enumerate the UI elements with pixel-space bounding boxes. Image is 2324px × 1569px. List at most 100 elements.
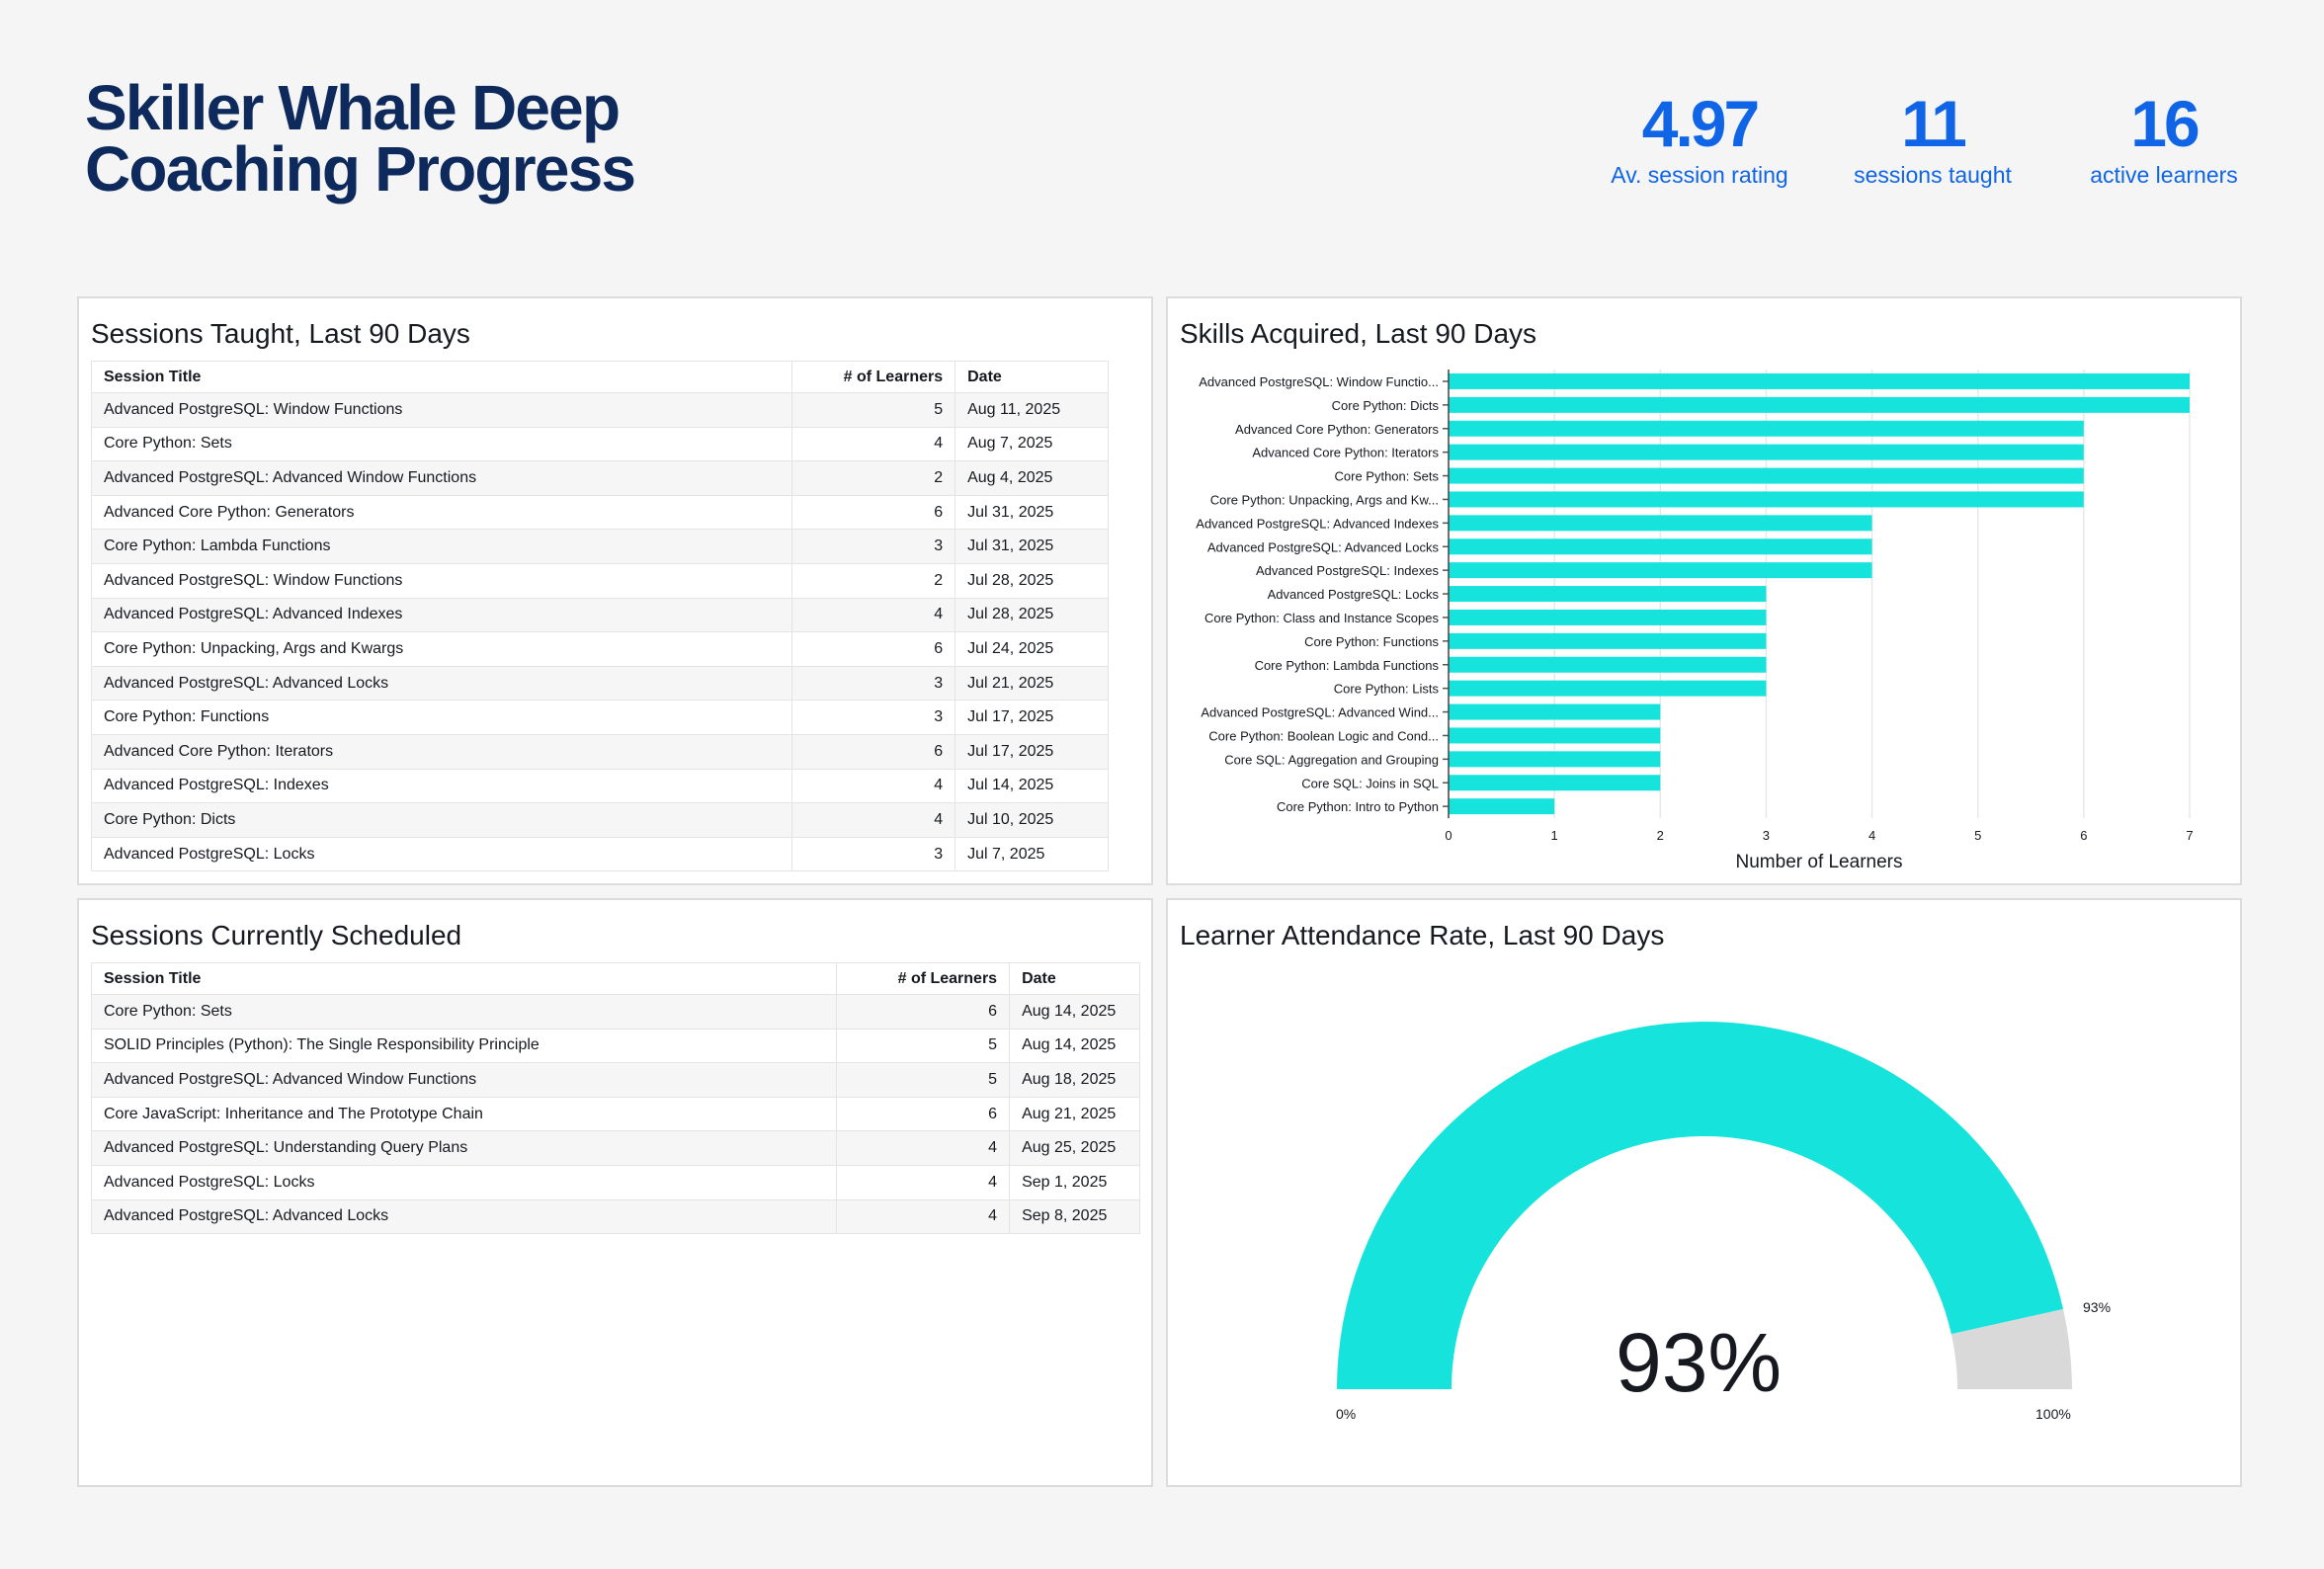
- bar[interactable]: [1449, 515, 1872, 532]
- skills-bar-chart: 0 1 2 3 4 5 6 7 Advanced PostgreSQL: Window Func…: [1196, 370, 2194, 872]
- table-row[interactable]: Advanced PostgreSQL: Locks 4 Sep 1, 2025: [90, 1164, 1140, 1200]
- cell-session-title: Core Python: Sets: [90, 994, 838, 1030]
- bar[interactable]: [1449, 609, 1767, 625]
- category-label: Advanced PostgreSQL: Window Functio...: [1199, 374, 1439, 389]
- table-row[interactable]: Advanced PostgreSQL: Advanced Window Fun…: [90, 460, 1109, 496]
- bar[interactable]: [1449, 680, 1767, 697]
- bar[interactable]: [1449, 372, 2190, 389]
- cell-date: Aug 4, 2025: [954, 460, 1109, 496]
- x-tick-label: 7: [2186, 828, 2193, 843]
- cell-session-title: Advanced PostgreSQL: Indexes: [90, 768, 793, 804]
- bar[interactable]: [1449, 586, 1767, 603]
- table-row[interactable]: Advanced PostgreSQL: Window Functions 2 Ju…: [90, 562, 1109, 599]
- cell-date: Sep 1, 2025: [1009, 1164, 1140, 1200]
- column-header-title[interactable]: Session Title: [90, 962, 838, 995]
- bar[interactable]: [1449, 727, 1661, 744]
- gauge-min-label: 0%: [1336, 1406, 1357, 1422]
- sessions-scheduled-table: Session Title # of Learners Date Core Py…: [90, 962, 1140, 1235]
- cell-date: Jul 21, 2025: [954, 665, 1109, 702]
- cell-session-title: Core Python: Unpacking, Args and Kwargs: [90, 631, 793, 667]
- category-label: Core Python: Functions: [1304, 634, 1439, 649]
- table-row[interactable]: SOLID Principles (Python): The Single Re…: [90, 1028, 1140, 1064]
- bar[interactable]: [1449, 420, 2084, 437]
- column-header-title[interactable]: Session Title: [90, 361, 793, 393]
- bar[interactable]: [1449, 491, 2084, 508]
- cell-session-title: Advanced PostgreSQL: Locks: [90, 836, 793, 872]
- table-row[interactable]: Advanced PostgreSQL: Window Functions 5 Au…: [90, 392, 1109, 428]
- cell-learners: 2: [791, 460, 956, 496]
- cell-learners: 5: [791, 392, 956, 428]
- column-header-date[interactable]: Date: [1009, 962, 1140, 995]
- attendance-title: Learner Attendance Rate, Last 90 Days: [1180, 920, 1665, 950]
- column-header-learners[interactable]: # of Learners: [836, 962, 1011, 995]
- sessions-scheduled-title: Sessions Currently Scheduled: [91, 920, 462, 950]
- column-header-date[interactable]: Date: [954, 361, 1109, 393]
- cell-date: Aug 14, 2025: [1009, 994, 1140, 1030]
- cell-date: Aug 11, 2025: [954, 392, 1109, 428]
- table-row[interactable]: Core Python: Sets 4 Aug 7, 2025: [90, 426, 1109, 462]
- cell-date: Jul 14, 2025: [954, 768, 1109, 804]
- category-label: Core Python: Unpacking, Args and Kw...: [1210, 492, 1439, 507]
- table-row[interactable]: Advanced PostgreSQL: Advanced Locks 4 Sep …: [90, 1198, 1140, 1235]
- table-row[interactable]: Core Python: Functions 3 Jul 17, 2025: [90, 700, 1109, 735]
- table-row[interactable]: Advanced PostgreSQL: Locks 3 Jul 7, 2025: [90, 836, 1109, 872]
- table-row[interactable]: Core JavaScript: Inheritance and The Pro…: [90, 1096, 1140, 1132]
- table-row[interactable]: Core Python: Unpacking, Args and Kwargs 6…: [90, 631, 1109, 667]
- bar[interactable]: [1449, 562, 1872, 579]
- column-header-learners[interactable]: # of Learners: [791, 361, 956, 393]
- cell-session-title: Core Python: Functions: [90, 700, 793, 735]
- category-label: Core Python: Lists: [1334, 682, 1440, 697]
- cell-date: Jul 28, 2025: [954, 597, 1109, 633]
- category-label: Advanced PostgreSQL: Advanced Indexes: [1196, 516, 1439, 531]
- kpi-rating-value: 4.97: [1641, 87, 1760, 160]
- cell-session-title: Advanced PostgreSQL: Advanced Indexes: [90, 597, 793, 633]
- page-title: Skiller Whale Deep Coaching Progress: [85, 72, 636, 205]
- table-row[interactable]: Advanced PostgreSQL: Advanced Window Fun…: [90, 1062, 1140, 1098]
- gauge-marker-label: 93%: [2083, 1299, 2112, 1315]
- table-row[interactable]: Advanced PostgreSQL: Advanced Locks 3 Jul …: [90, 665, 1109, 702]
- cell-session-title: Advanced PostgreSQL: Understanding Query…: [90, 1130, 838, 1166]
- bar[interactable]: [1449, 751, 1661, 768]
- table-row[interactable]: Core Python: Dicts 4 Jul 10, 2025: [90, 802, 1109, 838]
- bar[interactable]: [1449, 703, 1661, 720]
- cell-learners: 4: [791, 597, 956, 633]
- bar[interactable]: [1449, 656, 1767, 673]
- x-tick-label: 1: [1551, 828, 1558, 843]
- bar[interactable]: [1449, 538, 1872, 555]
- kpi-learners-value: 16: [2130, 87, 2200, 160]
- bar[interactable]: [1449, 775, 1661, 791]
- cell-date: Jul 17, 2025: [954, 700, 1109, 735]
- bar[interactable]: [1449, 798, 1555, 815]
- table-row[interactable]: Advanced PostgreSQL: Understanding Query…: [90, 1130, 1140, 1166]
- table-header-row: Session Title # of Learners Date: [90, 962, 1140, 995]
- table-row[interactable]: Advanced Core Python: Generators 6 Jul 31,…: [90, 494, 1109, 531]
- cell-learners: 4: [836, 1198, 1011, 1235]
- sessions-taught-title: Sessions Taught, Last 90 Days: [91, 318, 470, 349]
- cell-session-title: Core Python: Sets: [90, 426, 793, 462]
- kpi-learners: 16 active learners: [2045, 89, 2282, 189]
- cell-date: Jul 7, 2025: [954, 836, 1109, 872]
- cell-learners: 4: [836, 1164, 1011, 1200]
- kpi-learners-label: active learners: [2090, 162, 2238, 188]
- x-axis-label: Number of Learners: [1736, 852, 1903, 872]
- table-row[interactable]: Advanced Core Python: Iterators 6 Jul 17, …: [90, 733, 1109, 770]
- kpi-sessions-label: sessions taught: [1854, 162, 2012, 188]
- cell-learners: 3: [791, 665, 956, 702]
- table-row[interactable]: Advanced PostgreSQL: Indexes 4 Jul 14, 202…: [90, 768, 1109, 804]
- table-row[interactable]: Core Python: Sets 6 Aug 14, 2025: [90, 994, 1140, 1030]
- table-row[interactable]: Advanced PostgreSQL: Advanced Indexes 4 Ju…: [90, 597, 1109, 633]
- cell-session-title: Advanced Core Python: Iterators: [90, 733, 793, 770]
- x-tick-label: 3: [1763, 828, 1770, 843]
- attendance-gauge: [1337, 1022, 2072, 1389]
- cell-learners: 5: [836, 1028, 1011, 1064]
- bar[interactable]: [1449, 632, 1767, 649]
- bar[interactable]: [1449, 467, 2084, 484]
- category-label: Advanced PostgreSQL: Advanced Locks: [1207, 539, 1440, 554]
- gauge-fill[interactable]: [1337, 1022, 2064, 1389]
- bar[interactable]: [1449, 396, 2190, 413]
- category-label: Core SQL: Joins in SQL: [1301, 776, 1439, 790]
- x-tick-label: 0: [1445, 828, 1452, 843]
- table-row[interactable]: Core Python: Lambda Functions 3 Jul 31, 20…: [90, 529, 1109, 564]
- category-label: Core Python: Dicts: [1332, 398, 1440, 413]
- bar[interactable]: [1449, 444, 2084, 460]
